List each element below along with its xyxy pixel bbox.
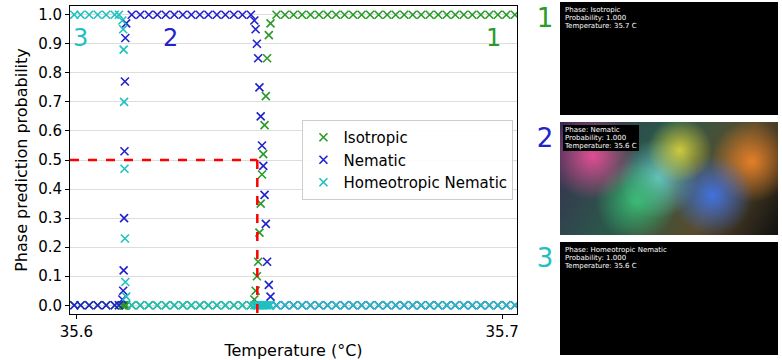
html-text:1: 1	[536, 3, 554, 33]
html-text:Probability: 1.000: Probability: 1.000	[565, 134, 627, 142]
html-text:Probability: 1.000: Probability: 1.000	[565, 254, 627, 262]
svg-text:0.3: 0.3	[38, 209, 62, 227]
html-text:Phase: Homeotropic Nematic: Phase: Homeotropic Nematic	[565, 246, 667, 254]
svg-text:Phase prediction probability: Phase prediction probability	[12, 48, 31, 272]
html-text:Phase: Isotropic: Phase: Isotropic	[565, 6, 621, 14]
svg-text:0.0: 0.0	[38, 297, 62, 315]
svg-text:0.8: 0.8	[38, 64, 62, 82]
svg-text:1: 1	[486, 24, 501, 52]
html-text:Phase: Nematic: Phase: Nematic	[565, 126, 620, 134]
html-text:2: 2	[536, 123, 554, 153]
svg-text:2: 2	[163, 24, 178, 52]
svg-text:0.1: 0.1	[38, 267, 62, 285]
svg-text:0.5: 0.5	[38, 151, 62, 169]
svg-text:0.6: 0.6	[38, 122, 62, 140]
svg-text:Isotropic: Isotropic	[343, 129, 407, 147]
html-text:Probability: 1.000: Probability: 1.000	[565, 14, 627, 22]
html-text:Temperature: 35.6 C: Temperature: 35.6 C	[565, 262, 637, 270]
svg-text:35.7: 35.7	[485, 323, 518, 341]
html-text:Temperature: 35.6 C: Temperature: 35.6 C	[565, 142, 637, 150]
svg-text:0.9: 0.9	[38, 35, 62, 53]
html-text:Temperature: 35.7 C: Temperature: 35.7 C	[565, 22, 637, 30]
svg-text:35.6: 35.6	[60, 323, 93, 341]
html-text:3: 3	[536, 243, 554, 273]
svg-text:1.0: 1.0	[38, 6, 62, 24]
svg-text:0.2: 0.2	[38, 238, 62, 256]
svg-text:0.7: 0.7	[38, 93, 62, 111]
svg-text:Homeotropic Nematic: Homeotropic Nematic	[343, 174, 507, 192]
svg-text:Temperature (°C): Temperature (°C)	[223, 341, 362, 360]
svg-text:0.4: 0.4	[38, 180, 62, 198]
svg-text:3: 3	[73, 24, 88, 52]
svg-text:Nematic: Nematic	[343, 152, 406, 170]
